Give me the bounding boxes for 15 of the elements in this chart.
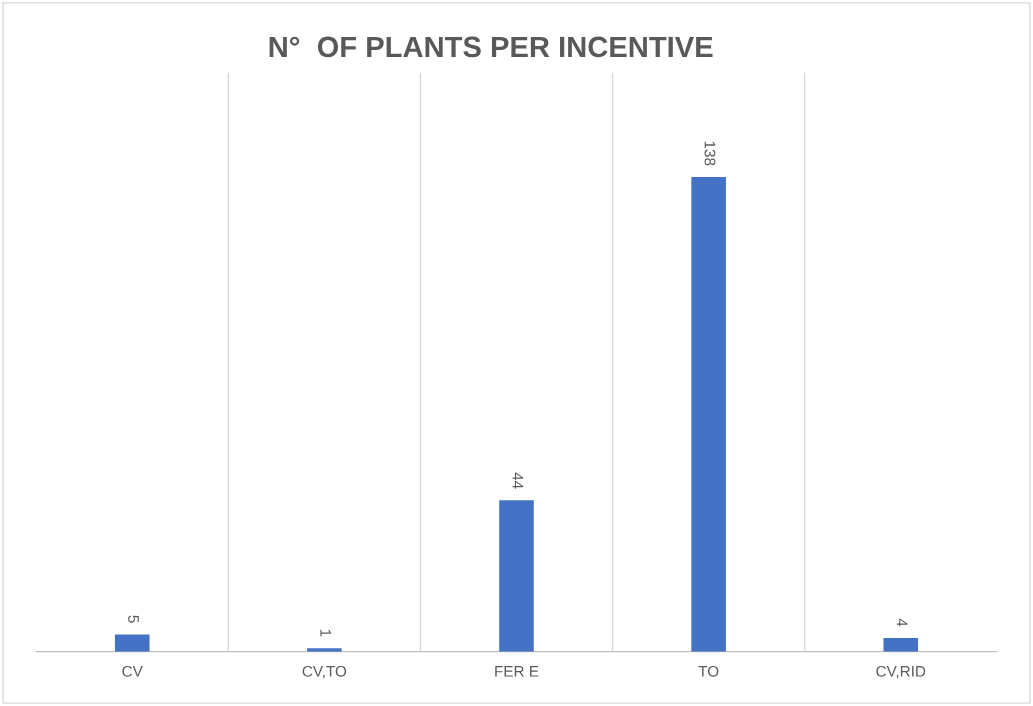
- x-tick-label: CV,TO: [302, 665, 347, 679]
- x-tick-label: FER E: [495, 666, 539, 677]
- chart-title: N° OF PLANTS PER INCENTIVE: [269, 36, 713, 58]
- data-label: 5: [128, 615, 139, 623]
- x-tick-label: TO: [698, 665, 719, 677]
- data-label: 44: [512, 472, 524, 489]
- data-label: 1: [320, 629, 331, 637]
- bar: [114, 634, 150, 652]
- bar: [883, 637, 919, 652]
- bar: [691, 177, 726, 652]
- data-label: 4: [896, 618, 908, 627]
- x-tick-label: CV: [122, 665, 143, 677]
- bar: [499, 500, 534, 652]
- data-label: 138: [704, 141, 716, 166]
- x-tick-label: CV,RID: [876, 665, 926, 679]
